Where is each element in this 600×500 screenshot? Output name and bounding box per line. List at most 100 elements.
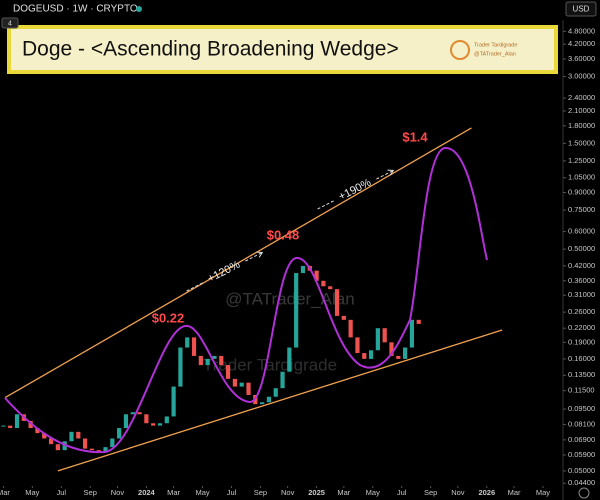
- x-tick-label: Nov: [281, 488, 295, 497]
- candle: [246, 382, 251, 395]
- candle: [69, 431, 74, 442]
- x-tick-label: Mar: [167, 488, 180, 497]
- candle: [382, 328, 387, 343]
- candle: [8, 425, 13, 429]
- candle: [191, 337, 197, 356]
- x-tick-label: Jul: [227, 488, 237, 497]
- y-tick-label: 0.16000: [568, 354, 595, 363]
- candle: [287, 347, 292, 372]
- candle: [198, 355, 203, 366]
- y-tick-label: 0.75000: [568, 205, 595, 214]
- candle: [130, 412, 135, 415]
- candle: [396, 355, 401, 359]
- x-tick-label: May: [536, 488, 550, 497]
- y-tick-label: 0.08100: [568, 419, 595, 428]
- candle: [348, 319, 353, 338]
- x-tick-label: Mar: [0, 488, 10, 497]
- logo: [450, 40, 470, 60]
- candle: [171, 386, 176, 417]
- candle: [117, 428, 122, 439]
- y-tick-label: 0.60000: [568, 227, 595, 236]
- candle: [225, 365, 231, 379]
- candle: [178, 347, 183, 387]
- candle: [341, 315, 346, 320]
- x-tick-label: Nov: [111, 488, 125, 497]
- candle: [76, 431, 81, 439]
- y-tick-label: 0.31000: [568, 290, 595, 299]
- candle: [14, 414, 20, 429]
- currency-box[interactable]: [565, 1, 597, 17]
- currency-label: USD: [573, 5, 590, 14]
- candle: [409, 319, 415, 348]
- y-tick-label: 0.05900: [568, 450, 595, 459]
- candle: [137, 412, 142, 415]
- candle: [328, 286, 333, 290]
- candle: [123, 414, 129, 429]
- arrow-head: [387, 169, 395, 176]
- y-tick-label: 4.80000: [568, 26, 595, 35]
- candle: [89, 448, 95, 451]
- candle: [314, 270, 319, 281]
- candle: [164, 416, 169, 424]
- candle: [96, 450, 101, 452]
- candle: [416, 319, 421, 324]
- candle: [157, 423, 163, 426]
- y-tick-label: 3.00000: [568, 72, 595, 81]
- x-tick-label: Jul: [56, 488, 66, 497]
- x-tick-label: 2026: [478, 488, 495, 497]
- x-tick-label: Sep: [424, 488, 437, 497]
- x-tick-label: Nov: [451, 488, 465, 497]
- candle: [103, 447, 108, 452]
- candle: [355, 337, 360, 354]
- candle: [1, 425, 6, 427]
- x-tick-label: Sep: [84, 488, 97, 497]
- candle: [273, 388, 278, 397]
- candle: [151, 423, 156, 426]
- y-tick-label: 1.50000: [568, 138, 595, 147]
- arrow-head: [256, 251, 264, 258]
- y-tick-label: 0.42000: [568, 261, 595, 270]
- candle: [362, 353, 367, 359]
- y-tick-label: 4.20000: [568, 39, 595, 48]
- candle: [219, 355, 224, 366]
- y-tick-label: 0.04400: [568, 478, 595, 487]
- settings-icon[interactable]: [578, 487, 590, 499]
- projection-curve: [4, 146, 488, 454]
- candle: [48, 438, 54, 445]
- candle: [266, 396, 272, 403]
- trend-line: [4, 127, 472, 399]
- watermark: Trader Tardigrade: [203, 355, 337, 374]
- candle: [260, 402, 265, 405]
- candle: [389, 342, 394, 356]
- y-tick-label: 0.05000: [568, 466, 595, 475]
- x-tick-label: 2025: [308, 488, 325, 497]
- y-tick-label: 0.22000: [568, 323, 595, 332]
- x-tick-label: Mar: [337, 488, 350, 497]
- y-tick-label: 0.19000: [568, 337, 595, 346]
- y-tick-label: 2.40000: [568, 93, 595, 102]
- status-dot: [136, 6, 142, 12]
- plot-area: [1, 127, 503, 472]
- badge[interactable]: [1, 17, 19, 29]
- banner: Doge - <Ascending Broadening Wedge> Trad…: [7, 25, 558, 74]
- banner-handle: @TATrader_Alan: [474, 51, 516, 57]
- candle: [110, 438, 115, 448]
- price-annotation: $0.22: [152, 310, 185, 325]
- banner-box: [7, 25, 558, 74]
- y-tick-label: 2.10000: [568, 106, 595, 115]
- candle: [83, 438, 88, 449]
- candle: [144, 414, 149, 424]
- y-tick-label: 0.50000: [568, 244, 595, 253]
- y-tick-label: 1.05000: [568, 173, 595, 182]
- x-tick-label: Jul: [397, 488, 407, 497]
- candle: [205, 358, 210, 366]
- candle: [232, 378, 237, 387]
- price-annotation: $1.4: [402, 129, 428, 144]
- y-tick-label: 0.13500: [568, 370, 595, 379]
- candle: [35, 428, 40, 434]
- badge-label: 4: [8, 20, 12, 27]
- candle: [375, 328, 380, 351]
- candle: [212, 355, 217, 359]
